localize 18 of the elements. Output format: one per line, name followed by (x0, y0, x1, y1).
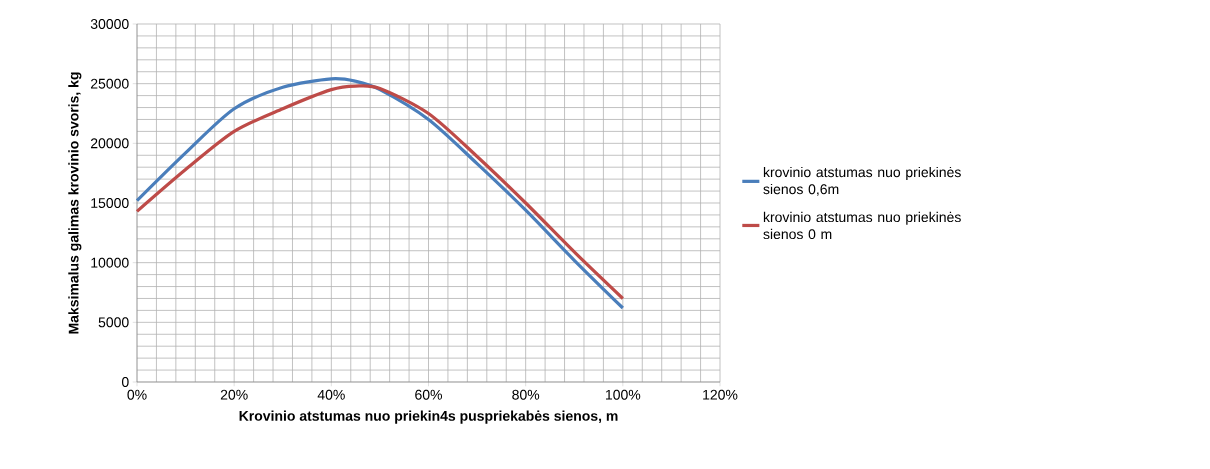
x-tick-label: 60% (415, 389, 443, 400)
x-tick-label: 0% (127, 389, 147, 400)
y-tick-label: 25000 (90, 78, 129, 89)
y-tick-label: 20000 (90, 138, 129, 149)
y-tick-label: 30000 (90, 19, 129, 29)
x-axis-title: Krovinio atstumas nuo priekin4s puspriekabės sienos, m (239, 410, 618, 424)
x-tick-label: 40% (317, 389, 345, 400)
y-tick-label: 0 (121, 377, 129, 387)
x-tick-label: 100% (606, 389, 641, 400)
x-tick-label: 120% (703, 389, 738, 400)
y-tick-label: 5000 (98, 317, 129, 328)
y-axis-title: Maksimalus galimas krovinio svoris, kg (68, 72, 82, 334)
y-tick-label: 15000 (91, 198, 129, 208)
y-tick-label: 10000 (91, 257, 129, 268)
x-tick-label: 20% (220, 389, 248, 400)
x-tick-label: 80% (512, 389, 540, 400)
legend-label: krovinio atstumas nuo priekinės sienos 0 m (763, 211, 961, 240)
legend-label: krovinio atstumas nuo priekinės sienos 0,6m (763, 166, 961, 196)
